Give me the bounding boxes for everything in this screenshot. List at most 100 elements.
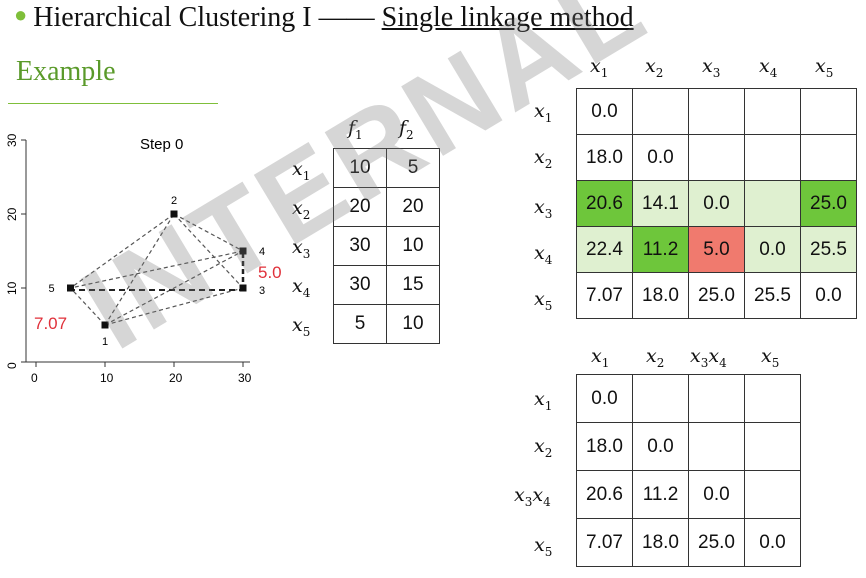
matrix2-header-x1: x1 — [591, 345, 610, 370]
table-cell: 25.5 — [800, 226, 857, 273]
x-tick-label: 10 — [100, 371, 114, 385]
x-tick-label: 30 — [238, 371, 252, 385]
matrix2-row-label-x2: x2 — [534, 435, 553, 460]
table-cell: 10 — [386, 304, 440, 344]
table-cell: 20.6 — [576, 470, 633, 519]
table-cell: 0.0 — [576, 374, 633, 423]
feature-row-label-x2: x2 — [292, 197, 311, 222]
table-row: 20.6 14.1 0.0 25.0 — [576, 180, 857, 227]
data-point — [170, 210, 178, 218]
table-row: 5 10 — [333, 304, 440, 344]
x-tick-label: 0 — [31, 371, 38, 385]
table-cell: 0.0 — [688, 180, 745, 227]
table-cell: 5.0 — [688, 226, 745, 273]
matrix2-header-x3x4: x3x4 — [690, 345, 727, 370]
table-cell: 25.0 — [688, 518, 745, 567]
table-cell — [688, 422, 745, 471]
point-label: 5 — [49, 283, 55, 295]
feature-row-label-x3: x3 — [292, 236, 311, 261]
slide-subtitle: Example — [16, 56, 116, 87]
table-row: 18.0 0.0 — [576, 422, 801, 471]
annotation-7-07: 7.07 — [34, 314, 67, 333]
data-point — [67, 284, 74, 292]
table-cell: 22.4 — [576, 226, 633, 273]
matrix1-header-x5: x5 — [815, 55, 834, 80]
title-prefix: Hierarchical Clustering I — [33, 2, 312, 33]
feature-header-f2: f2 — [399, 117, 414, 142]
table-cell: 18.0 — [632, 272, 689, 319]
table-cell: 15 — [386, 265, 440, 305]
dashed-edge — [104, 250, 244, 326]
bullet-icon: ● — [14, 2, 28, 27]
table-cell — [744, 374, 801, 423]
table-row: 20.6 11.2 0.0 — [576, 470, 801, 519]
table-row: 10 5 — [333, 148, 440, 188]
table-cell: 18.0 — [632, 518, 689, 567]
feature-row-label-x4: x4 — [292, 275, 311, 300]
table-cell: 18.0 — [576, 134, 633, 181]
dashed-edge — [70, 250, 244, 289]
matrix2-header-x5: x5 — [761, 345, 780, 370]
table-cell — [688, 134, 745, 181]
matrix1-row-label-x4: x4 — [534, 242, 553, 267]
dashed-edge — [104, 287, 244, 326]
table-cell: 14.1 — [632, 180, 689, 227]
table-cell: 20.6 — [576, 180, 633, 227]
feature-header-f1: f1 — [348, 117, 363, 142]
matrix1-row-label-x3: x3 — [534, 196, 553, 221]
table-cell: 0.0 — [688, 470, 745, 519]
matrix1-header-x4: x4 — [759, 55, 778, 80]
table-cell — [632, 88, 689, 135]
table-cell: 11.2 — [632, 226, 689, 273]
table-row: 7.07 18.0 25.0 25.5 0.0 — [576, 272, 857, 319]
table-cell — [744, 134, 801, 181]
table-row: 7.07 18.0 25.0 0.0 — [576, 518, 801, 567]
table-cell: 30 — [333, 226, 387, 266]
data-point — [101, 321, 109, 329]
y-tick-label: 0 — [5, 362, 19, 369]
y-tick-label: 20 — [5, 207, 19, 221]
matrix2-row-label-x3x4: x3x4 — [514, 484, 551, 509]
distance-matrix-1: 0.0 18.0 0.0 20.6 14.1 0.0 25.0 22.4 11.… — [576, 88, 857, 319]
x-tick-label: 20 — [169, 371, 183, 385]
table-cell: 0.0 — [744, 226, 801, 273]
table-cell: 0.0 — [800, 272, 857, 319]
matrix1-row-label-x5: x5 — [534, 288, 553, 313]
table-cell: 0.0 — [744, 518, 801, 567]
point-label: 3 — [259, 285, 265, 297]
table-cell: 18.0 — [576, 422, 633, 471]
point-label: 2 — [171, 195, 177, 207]
table-row: 30 15 — [333, 265, 440, 305]
table-row: 0.0 — [576, 374, 801, 423]
table-cell — [744, 422, 801, 471]
table-cell — [688, 374, 745, 423]
point-label: 1 — [102, 336, 108, 348]
table-cell: 20 — [386, 187, 440, 227]
matrix1-row-label-x2: x2 — [534, 146, 553, 171]
table-row: 22.4 11.2 5.0 0.0 25.5 — [576, 226, 857, 273]
dashed-edge — [173, 213, 244, 252]
table-cell: 0.0 — [632, 422, 689, 471]
table-row: 20 20 — [333, 187, 440, 227]
table-cell: 5 — [386, 148, 440, 188]
feature-row-label-x1: x1 — [292, 158, 311, 183]
y-tick-label: 10 — [5, 281, 19, 295]
matrix2-row-label-x5: x5 — [534, 534, 553, 559]
table-cell: 7.07 — [576, 518, 633, 567]
title-dash: —— — [318, 2, 375, 33]
feature-row-label-x5: x5 — [292, 314, 311, 339]
table-cell — [800, 88, 857, 135]
table-cell: 30 — [333, 265, 387, 305]
table-cell: 25.5 — [744, 272, 801, 319]
table-cell: 25.0 — [688, 272, 745, 319]
subtitle-underline — [8, 103, 218, 104]
dashed-edge — [70, 287, 106, 326]
table-row: 0.0 — [576, 88, 857, 135]
annotation-5-0: 5.0 — [258, 263, 282, 282]
table-cell: 10 — [333, 148, 387, 188]
y-tick-label: 30 — [5, 133, 19, 147]
table-cell: 11.2 — [632, 470, 689, 519]
slide-title: ● Hierarchical Clustering I —— Single lin… — [14, 2, 634, 34]
dashed-edge — [173, 213, 244, 289]
table-cell: 10 — [386, 226, 440, 266]
